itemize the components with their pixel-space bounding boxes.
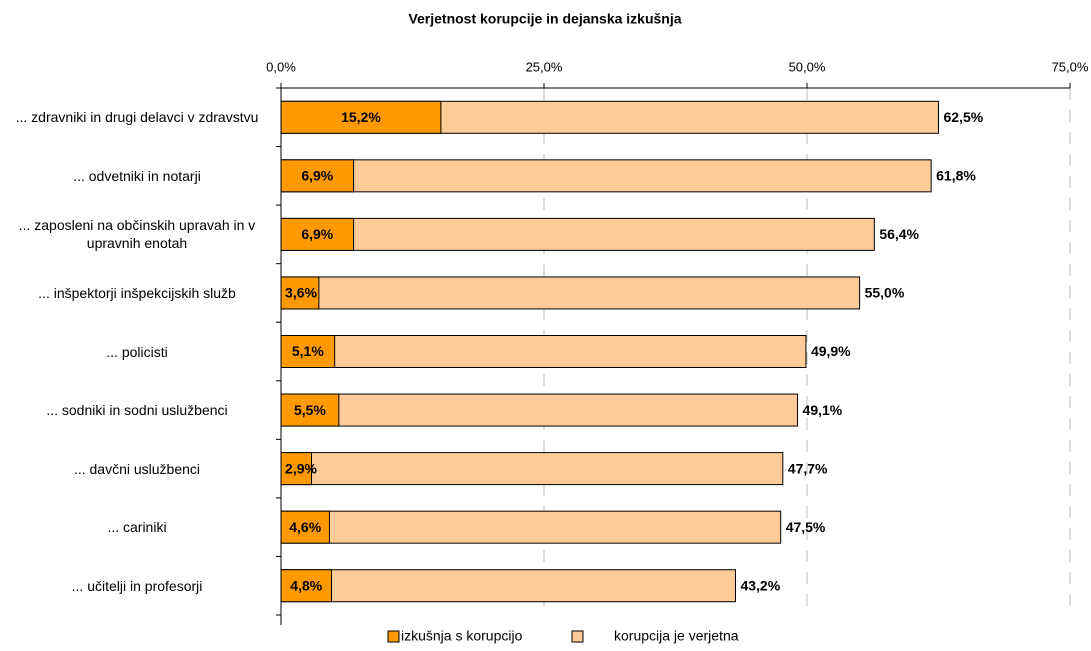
bar	[280, 335, 336, 368]
bar	[280, 452, 784, 486]
chart-title: Verjetnost korupcije in dejanska izkušnj…	[408, 11, 681, 27]
bar	[280, 569, 332, 603]
bar	[280, 217, 875, 251]
bar	[280, 217, 355, 251]
x-tick-label: 75,0%	[1052, 59, 1089, 74]
bar	[280, 276, 320, 310]
value-label: 49,9%	[811, 343, 851, 359]
legend-swatch	[571, 630, 584, 643]
y-tick-label: ... zaposleni na občinskih upravah in v …	[18, 217, 256, 252]
value-label: 6,9%	[301, 168, 333, 184]
value-label: 43,2%	[740, 577, 780, 593]
y-tick-label: ... policisti	[106, 343, 168, 360]
y-tick-label: ... inšpektorji inšpekcijskih služb	[38, 284, 236, 301]
y-tick-label: ... odvetniki in notarji	[73, 167, 201, 184]
value-label: 47,5%	[786, 519, 826, 535]
bar	[280, 159, 355, 193]
value-label: 2,9%	[285, 460, 317, 476]
y-tick-label: ... sodniki in sodni uslužbenci	[46, 402, 228, 419]
value-label: 4,6%	[289, 519, 321, 535]
bar	[280, 510, 782, 544]
value-label: 6,9%	[301, 226, 333, 242]
legend-swatch	[387, 630, 400, 643]
value-label: 15,2%	[341, 109, 381, 125]
value-label: 47,7%	[788, 460, 828, 476]
value-label: 62,5%	[944, 109, 984, 125]
value-label: 61,8%	[936, 168, 976, 184]
y-tick-label: ... davčni uslužbenci	[73, 460, 201, 477]
y-tick-label: ... zdravniki in drugi delavci v zdravst…	[15, 109, 259, 126]
value-label: 5,1%	[292, 343, 324, 359]
y-tick-label: ... učitelji in profesorji	[71, 577, 203, 594]
legend-label: izkušnja s korupcijo	[401, 628, 523, 644]
value-label: 49,1%	[803, 402, 843, 418]
x-tick-label: 25,0%	[526, 59, 563, 74]
bar	[280, 393, 799, 427]
bar	[280, 393, 340, 427]
bar	[280, 452, 313, 486]
bar	[280, 569, 736, 603]
value-label: 3,6%	[285, 285, 317, 301]
x-tick-label: 0,0%	[266, 59, 296, 74]
bar	[280, 159, 932, 193]
value-label: 5,5%	[294, 402, 326, 418]
bar	[280, 100, 442, 134]
value-label: 55,0%	[865, 285, 905, 301]
x-tick-label: 50,0%	[789, 59, 826, 74]
bar	[280, 510, 330, 544]
value-label: 4,8%	[290, 577, 322, 593]
value-label: 56,4%	[879, 226, 919, 242]
y-tick-label: ... cariniki	[107, 519, 167, 536]
legend-label: korupcija je verjetna	[614, 628, 739, 644]
bar	[280, 335, 807, 368]
bar	[280, 276, 861, 310]
